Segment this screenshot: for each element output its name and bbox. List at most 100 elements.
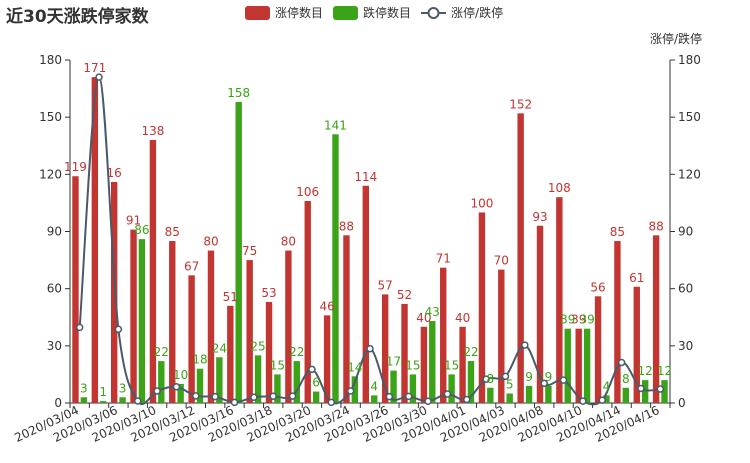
bar-limit-up — [304, 201, 311, 403]
right-y-tick-label: 150 — [678, 110, 701, 124]
data-label-limit-down: 9 — [545, 370, 553, 384]
bar-limit-up — [207, 250, 215, 403]
data-label-limit-down: 158 — [227, 86, 250, 100]
bar-limit-up — [91, 77, 99, 404]
left-y-tick-label: 60 — [47, 282, 62, 296]
data-label-limit-up: 85 — [610, 225, 625, 239]
point-ratio — [559, 376, 568, 384]
data-label-limit-up: 67 — [184, 259, 199, 273]
bar-limit-up — [459, 326, 466, 403]
point-ratio — [288, 392, 297, 400]
right-y-tick-label: 120 — [678, 167, 701, 181]
left-y-tick-label: 120 — [39, 167, 62, 181]
bar-limit-down — [216, 357, 223, 403]
bar-limit-down — [371, 395, 378, 403]
data-label-limit-up: 51 — [223, 290, 238, 304]
point-ratio — [617, 358, 626, 367]
legend-line-circle-icon — [421, 6, 447, 19]
bar-limit-down — [274, 374, 281, 403]
bar-limit-up — [188, 275, 195, 403]
point-ratio — [192, 392, 200, 400]
left-y-tick-label: 0 — [54, 396, 62, 410]
data-label-limit-down: 86 — [134, 223, 149, 237]
data-label-limit-down: 15 — [405, 358, 420, 372]
legend-item-limit-up[interactable]: 涨停数目 — [245, 4, 323, 21]
bar-limit-down — [545, 385, 552, 403]
legend-label-limit-down: 跌停数目 — [363, 6, 412, 20]
point-ratio — [501, 372, 510, 381]
data-label-limit-down: 5 — [506, 377, 514, 391]
bar-limit-down — [100, 401, 107, 403]
data-label-limit-up: 152 — [509, 97, 532, 111]
bar-limit-down — [293, 361, 300, 403]
data-label-limit-down: 12 — [638, 364, 653, 378]
data-label-limit-down: 25 — [250, 339, 265, 353]
bar-limit-down — [312, 391, 320, 403]
data-label-limit-down: 39 — [560, 313, 575, 327]
data-label-limit-up: 114 — [354, 170, 377, 184]
legend-swatch-limit-up — [245, 5, 270, 20]
bar-limit-down — [641, 380, 649, 403]
data-label-limit-up: 138 — [141, 124, 164, 138]
bar-limit-up — [246, 260, 253, 403]
data-label-limit-down: 39 — [579, 313, 594, 327]
legend: 涨停数目 跌停数目 涨停/跌停 — [245, 4, 513, 21]
point-ratio — [424, 397, 432, 405]
data-label-limit-up: 39 — [571, 313, 586, 327]
data-label-limit-down: 4 — [370, 379, 378, 393]
bar-limit-up — [556, 197, 563, 403]
bar-limit-up — [285, 250, 292, 403]
bar-limit-down — [351, 376, 359, 403]
point-ratio — [404, 392, 413, 401]
bar-limit-up — [111, 181, 118, 403]
bar-limit-down — [158, 361, 165, 403]
data-label-limit-down: 8 — [622, 372, 630, 386]
point-ratio — [172, 383, 181, 391]
bar-limit-down — [506, 393, 513, 403]
point-ratio — [540, 379, 548, 388]
bar-limit-up — [362, 185, 369, 403]
legend-item-ratio[interactable]: 涨停/跌停 — [421, 4, 503, 21]
point-ratio — [114, 325, 123, 334]
data-label-limit-up: 88 — [648, 219, 663, 233]
bar-limit-up — [517, 113, 524, 403]
bar-limit-down — [661, 380, 668, 403]
bar-limit-up — [323, 315, 331, 403]
bar-limit-down — [487, 387, 494, 403]
data-label-limit-up: 106 — [296, 185, 319, 199]
left-y-tick-label: 90 — [47, 225, 62, 239]
bar-limit-down — [235, 101, 242, 403]
bar-limit-down — [196, 368, 204, 403]
data-label-limit-down: 6 — [312, 376, 320, 390]
data-label-limit-down: 15 — [444, 358, 459, 372]
right-y-tick-label: 90 — [678, 225, 693, 239]
legend-swatch-limit-down — [333, 5, 359, 20]
data-label-limit-down: 12 — [657, 364, 672, 378]
point-ratio — [153, 387, 161, 395]
bar-limit-up — [478, 212, 486, 403]
legend-item-limit-down[interactable]: 跌停数目 — [333, 4, 411, 21]
bar-limit-down — [564, 328, 571, 403]
legend-label-limit-up: 涨停数目 — [275, 6, 324, 20]
bar-limit-up — [498, 269, 505, 403]
data-label-limit-down: 18 — [192, 353, 207, 367]
bar-limit-down — [254, 355, 262, 403]
data-label-limit-up: 40 — [455, 311, 470, 325]
data-label-limit-up: 46 — [319, 299, 334, 313]
data-label-limit-up: 52 — [397, 288, 412, 302]
bar-limit-up — [575, 328, 582, 403]
data-label-limit-up: 108 — [548, 181, 571, 195]
point-ratio — [346, 387, 355, 395]
point-ratio — [385, 392, 394, 401]
bar-limit-up — [420, 326, 428, 403]
data-label-limit-up: 88 — [339, 219, 354, 233]
bar-limit-down — [138, 239, 146, 403]
point-ratio — [463, 395, 471, 404]
bar-limit-down — [177, 383, 184, 403]
point-ratio — [443, 390, 452, 398]
data-label-limit-up: 119 — [64, 160, 87, 174]
bar-limit-down — [467, 361, 475, 403]
data-label-limit-up: 91 — [126, 214, 141, 228]
data-label-limit-up: 100 — [470, 196, 493, 210]
